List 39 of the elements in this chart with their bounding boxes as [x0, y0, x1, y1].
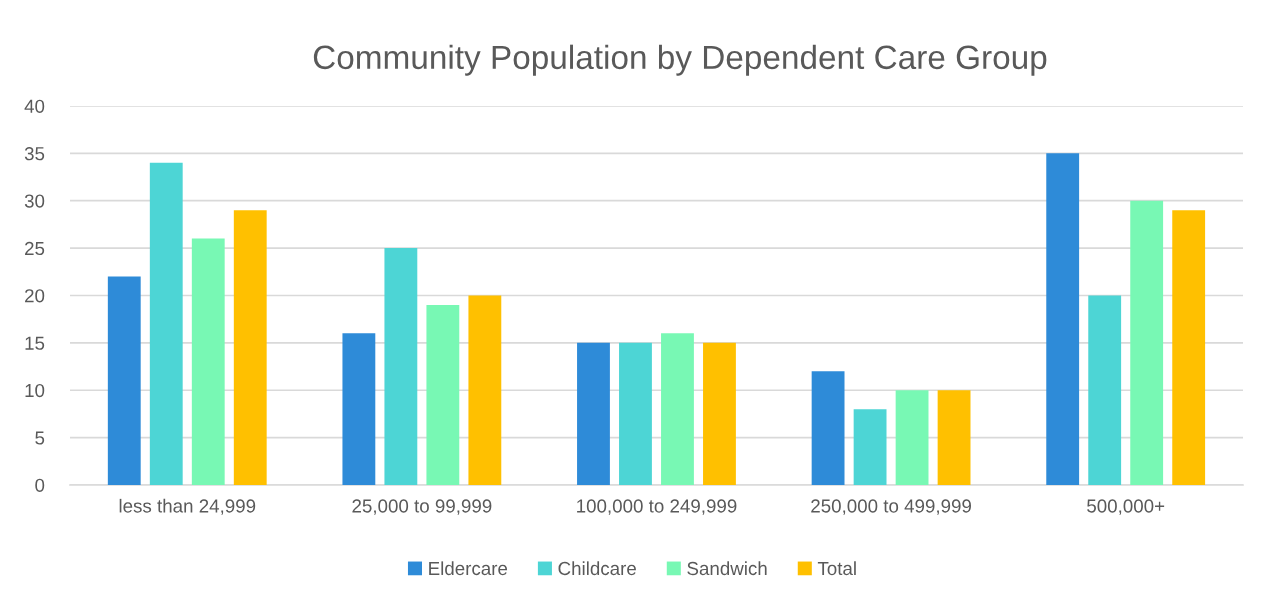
x-tick-label: 250,000 to 499,999 — [811, 499, 971, 515]
bar — [811, 371, 845, 485]
legend-label: Sandwich — [687, 561, 767, 576]
chart-title: Community Population by Dependent Care Group — [313, 44, 1047, 76]
y-tick-label: 20 — [25, 289, 45, 303]
bar — [1088, 295, 1122, 485]
bar — [895, 390, 929, 485]
y-tick-label: 5 — [35, 431, 45, 445]
y-tick-label: 10 — [25, 383, 45, 398]
bar — [703, 342, 736, 485]
bar — [426, 304, 460, 485]
x-tick-label: 25,000 to 99,999 — [352, 499, 492, 515]
bar — [661, 333, 694, 485]
bar — [577, 342, 610, 485]
y-tick-label: 25 — [25, 241, 45, 256]
y-tick-label: 30 — [24, 194, 45, 208]
x-tick-label: less than 24,999 — [119, 498, 256, 515]
legend-label: Eldercare — [429, 561, 508, 576]
bar — [149, 162, 183, 485]
y-tick-label: 0 — [35, 478, 45, 492]
bar — [1130, 200, 1164, 485]
bar — [468, 295, 502, 485]
bar — [853, 409, 887, 485]
y-tick-label: 35 — [24, 147, 45, 161]
bar — [107, 276, 141, 485]
bar — [937, 390, 971, 485]
legend-label: Childcare — [558, 561, 636, 576]
bar — [619, 342, 652, 485]
legend-label: Total — [817, 561, 856, 576]
x-tick-label: 100,000 to 249,999 — [577, 499, 737, 515]
bar — [1172, 210, 1206, 485]
bar — [191, 238, 225, 485]
bar — [1046, 153, 1080, 485]
y-tick-label: 40 — [24, 99, 45, 113]
y-tick-label: 15 — [25, 336, 45, 350]
bar — [384, 248, 418, 485]
x-tick-label: 500,000+ — [1087, 499, 1165, 515]
bar — [342, 333, 376, 485]
bar — [233, 210, 267, 485]
